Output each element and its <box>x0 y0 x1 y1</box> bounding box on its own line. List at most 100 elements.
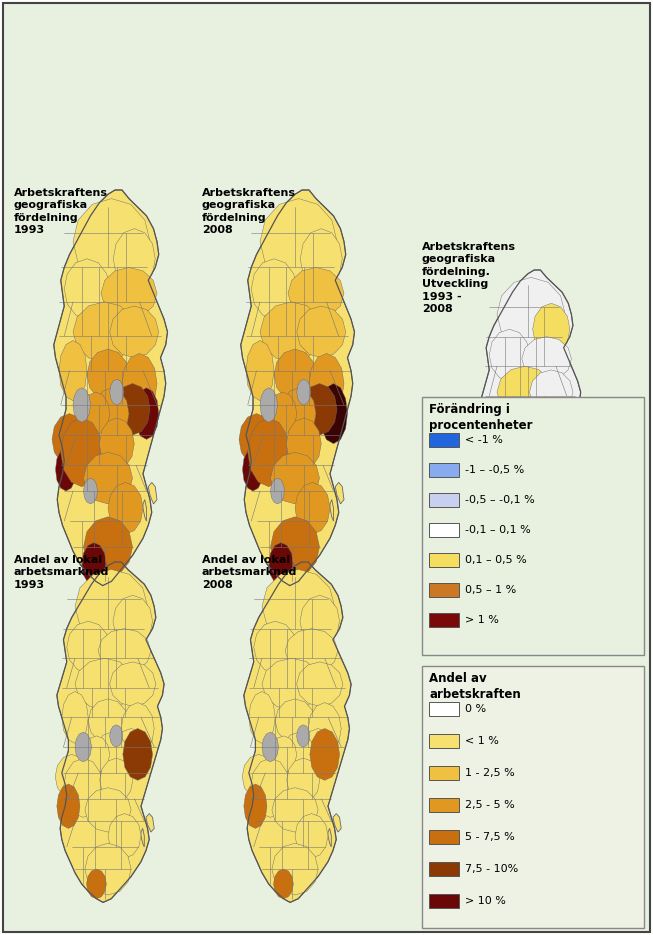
Text: Förändring i
procentenheter: Förändring i procentenheter <box>429 403 532 432</box>
Polygon shape <box>113 229 155 289</box>
FancyBboxPatch shape <box>422 397 644 655</box>
FancyBboxPatch shape <box>429 766 459 780</box>
Polygon shape <box>57 784 80 828</box>
Text: 1 - 2,5 %: 1 - 2,5 % <box>465 768 515 778</box>
Polygon shape <box>57 562 164 902</box>
Polygon shape <box>479 463 509 507</box>
Polygon shape <box>75 569 148 643</box>
Text: Andel av
arbetskraften: Andel av arbetskraften <box>429 672 520 701</box>
Polygon shape <box>84 453 133 504</box>
Polygon shape <box>550 437 575 488</box>
Polygon shape <box>489 329 530 381</box>
Polygon shape <box>308 702 342 755</box>
Polygon shape <box>242 448 264 491</box>
Polygon shape <box>63 758 103 817</box>
Polygon shape <box>56 448 76 491</box>
FancyBboxPatch shape <box>429 862 459 876</box>
Polygon shape <box>505 573 526 611</box>
Text: < -1 %: < -1 % <box>465 435 503 445</box>
Polygon shape <box>100 758 133 802</box>
Polygon shape <box>108 482 143 534</box>
Polygon shape <box>295 482 330 534</box>
Polygon shape <box>295 813 328 858</box>
Polygon shape <box>110 380 124 405</box>
Polygon shape <box>534 437 565 481</box>
Polygon shape <box>481 492 500 529</box>
Polygon shape <box>244 784 267 828</box>
FancyBboxPatch shape <box>429 433 459 447</box>
FancyBboxPatch shape <box>429 894 459 908</box>
Polygon shape <box>239 413 274 466</box>
Polygon shape <box>288 267 344 319</box>
Polygon shape <box>559 537 562 554</box>
FancyBboxPatch shape <box>429 463 459 477</box>
Polygon shape <box>108 813 141 858</box>
Polygon shape <box>296 380 311 405</box>
Polygon shape <box>296 662 343 706</box>
Polygon shape <box>497 440 513 469</box>
FancyBboxPatch shape <box>429 553 459 567</box>
Text: 0,1 – 0,5 %: 0,1 – 0,5 % <box>465 555 527 565</box>
Polygon shape <box>114 728 148 773</box>
Polygon shape <box>300 596 340 647</box>
Polygon shape <box>246 340 274 401</box>
Polygon shape <box>528 522 559 566</box>
Polygon shape <box>260 198 337 284</box>
Text: 0 %: 0 % <box>465 704 486 714</box>
Polygon shape <box>115 383 150 435</box>
Polygon shape <box>285 628 338 673</box>
Polygon shape <box>73 388 91 423</box>
Polygon shape <box>302 728 334 773</box>
Polygon shape <box>143 499 146 521</box>
FancyBboxPatch shape <box>429 830 459 844</box>
FancyBboxPatch shape <box>429 734 459 748</box>
Polygon shape <box>296 725 310 747</box>
Polygon shape <box>281 388 316 439</box>
Polygon shape <box>101 267 157 319</box>
Polygon shape <box>67 621 110 673</box>
Polygon shape <box>64 259 110 319</box>
Polygon shape <box>330 499 334 521</box>
Polygon shape <box>83 736 110 773</box>
Polygon shape <box>506 496 550 540</box>
Polygon shape <box>95 732 128 777</box>
Polygon shape <box>121 702 154 755</box>
Polygon shape <box>310 728 340 781</box>
Polygon shape <box>530 433 542 455</box>
Text: Arbetskraftens
geografiska
fördelning
1993: Arbetskraftens geografiska fördelning 19… <box>14 188 108 236</box>
Polygon shape <box>59 340 87 401</box>
Polygon shape <box>61 418 103 487</box>
Polygon shape <box>296 306 345 358</box>
Polygon shape <box>251 758 290 817</box>
Polygon shape <box>110 662 156 706</box>
Polygon shape <box>85 843 131 895</box>
Polygon shape <box>84 517 133 577</box>
Polygon shape <box>520 467 551 511</box>
Polygon shape <box>244 562 351 902</box>
Polygon shape <box>141 828 144 847</box>
Polygon shape <box>282 732 315 777</box>
Polygon shape <box>497 278 565 352</box>
Polygon shape <box>247 418 290 487</box>
Polygon shape <box>300 229 342 289</box>
Text: 5 - 7,5 %: 5 - 7,5 % <box>465 832 515 842</box>
Polygon shape <box>110 725 123 747</box>
Text: Arbetskraftens
geografiska
fördelning
2008: Arbetskraftens geografiska fördelning 20… <box>202 188 296 236</box>
Polygon shape <box>85 787 131 832</box>
Text: -0,5 – -0,1 %: -0,5 – -0,1 % <box>465 495 535 505</box>
FancyBboxPatch shape <box>3 3 650 932</box>
Text: < 1 %: < 1 % <box>465 736 499 746</box>
FancyBboxPatch shape <box>429 583 459 597</box>
Polygon shape <box>123 728 153 781</box>
Polygon shape <box>73 302 136 362</box>
Polygon shape <box>75 658 135 710</box>
FancyBboxPatch shape <box>429 702 459 716</box>
Polygon shape <box>88 698 128 743</box>
Polygon shape <box>541 410 571 463</box>
Polygon shape <box>99 418 135 469</box>
Polygon shape <box>82 392 110 435</box>
Polygon shape <box>254 621 296 673</box>
Polygon shape <box>286 418 321 469</box>
Text: > 10 %: > 10 % <box>465 896 506 906</box>
Polygon shape <box>262 569 334 643</box>
